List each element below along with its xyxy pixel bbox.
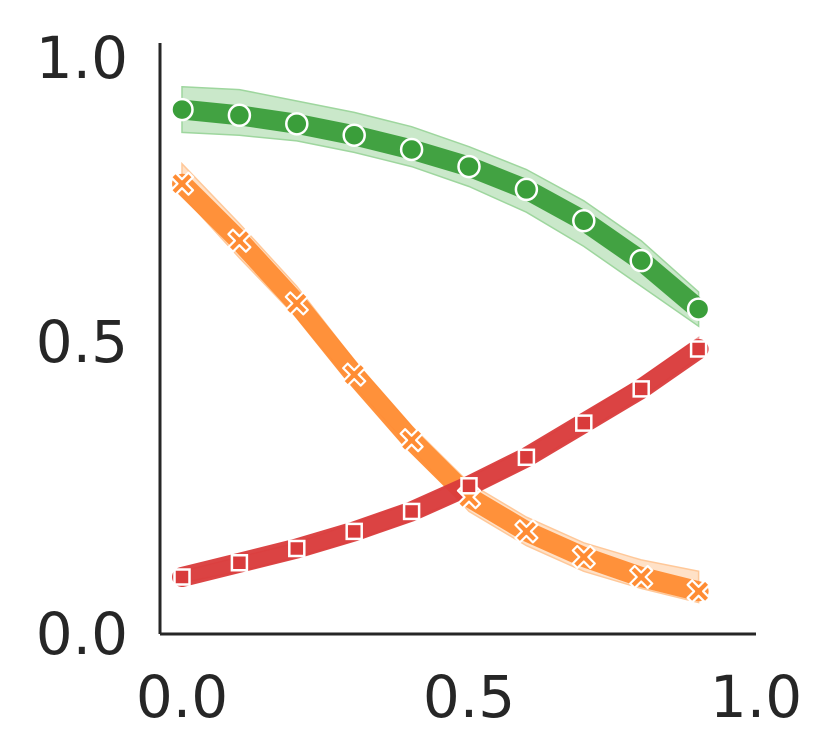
series-1-point	[399, 428, 424, 453]
y-tick-label: 0.5	[36, 308, 128, 376]
series-0-point	[514, 177, 539, 202]
series-0-point	[170, 97, 194, 122]
series-1-point	[514, 519, 539, 544]
series-2-point	[288, 539, 306, 558]
series-lines	[172, 99, 709, 602]
series-0-point	[399, 137, 424, 162]
series-2-point	[460, 477, 478, 495]
series-2-point	[402, 502, 421, 521]
series-0-point	[285, 112, 309, 136]
series-1-point	[571, 544, 596, 570]
x-tick-label: 1.0	[710, 663, 802, 731]
series-1-line	[172, 173, 709, 602]
series-1-point	[284, 291, 309, 316]
series-2-point	[632, 380, 650, 398]
series-0-point	[686, 297, 711, 321]
y-tick-label: 0.0	[36, 600, 128, 668]
series-2-point	[517, 448, 536, 467]
series-0-line	[172, 99, 709, 320]
series-2-point	[689, 340, 708, 358]
series-0-point	[629, 248, 653, 273]
y-tick-label: 1.0	[36, 24, 128, 92]
series-2-point	[575, 414, 593, 432]
x-tick-label: 0.0	[136, 663, 228, 731]
series-2-point	[173, 568, 191, 586]
series-1-point	[686, 579, 711, 604]
series-0-point	[457, 154, 481, 179]
x-tick-label: 0.5	[423, 663, 515, 731]
series-0-point	[227, 103, 252, 128]
series-2-point	[345, 522, 363, 541]
series-markers	[169, 97, 711, 604]
y-tick-labels: 0.0 0.5 1.0	[36, 24, 128, 668]
series-2-line	[172, 339, 709, 587]
series-0-point	[342, 123, 366, 147]
series-0-point	[572, 209, 596, 233]
series-1-point	[227, 228, 252, 253]
series-2-point	[230, 554, 249, 572]
series-1-point	[169, 171, 195, 196]
x-tick-labels: 0.0 0.5 1.0	[136, 663, 802, 731]
series-1-point	[342, 362, 367, 387]
series-1-point	[629, 564, 654, 590]
